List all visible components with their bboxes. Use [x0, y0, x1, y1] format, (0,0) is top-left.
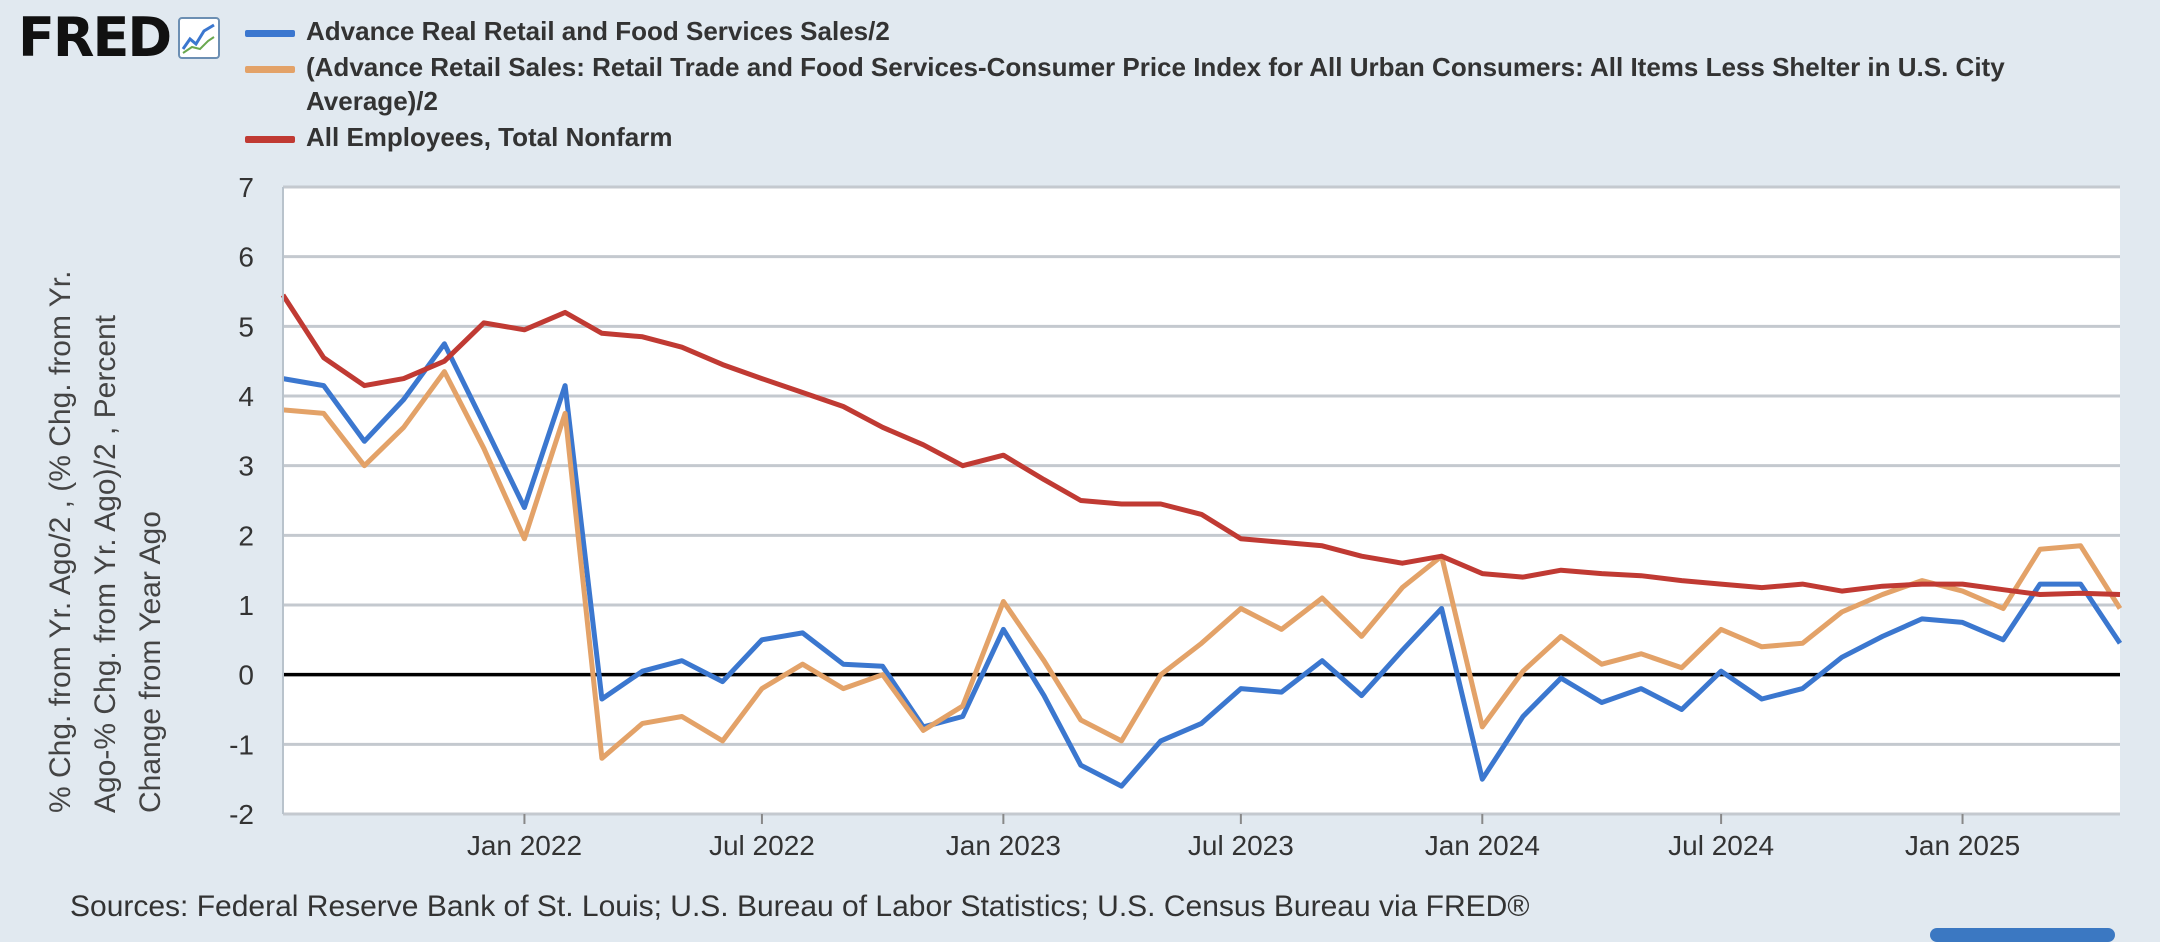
y-tick-label: -2 — [229, 799, 254, 830]
y-axis-label-line: % Chg. from Yr. Ago/2 , (% Chg. from Yr. — [44, 271, 77, 813]
y-tick-label: 5 — [238, 311, 254, 342]
legend-label: All Employees, Total Nonfarm — [306, 122, 673, 152]
y-axis-label-line: Change from Year Ago — [134, 511, 167, 813]
x-tick-label: Jan 2025 — [1905, 830, 2020, 861]
source-note: Sources: Federal Reserve Bank of St. Lou… — [70, 890, 1530, 923]
legend-item-nonfarm-employees[interactable]: All Employees, Total Nonfarm — [245, 120, 2045, 154]
y-tick-label: 4 — [238, 381, 254, 412]
y-tick-label: 3 — [238, 451, 254, 482]
legend-label: Advance Real Retail and Food Services Sa… — [306, 16, 890, 46]
series-lines — [280, 293, 2123, 789]
y-axis-label-line: Ago-% Chg. from Yr. Ago)/2 , Percent — [89, 314, 122, 813]
y-tick-label: -1 — [229, 729, 254, 760]
y-tick-label: 2 — [238, 520, 254, 551]
y-tick-labels: -2 -1 0 1 2 3 4 5 6 7 — [229, 172, 254, 830]
x-tick-label: Jul 2024 — [1668, 830, 1774, 861]
x-tick-label: Jan 2022 — [467, 830, 582, 861]
x-tick-marks — [523, 814, 1964, 824]
x-tick-label: Jan 2024 — [1425, 830, 1540, 861]
x-tick-label: Jul 2022 — [709, 830, 815, 861]
legend-swatch-red — [245, 136, 295, 143]
series-line-2 — [280, 293, 2121, 597]
legend-swatch-blue — [245, 30, 295, 37]
y-axis-label: % Chg. from Yr. Ago/2 , (% Chg. from Yr.… — [44, 271, 167, 813]
fred-logo-text: FRED — [18, 6, 172, 69]
y-tick-label: 1 — [238, 590, 254, 621]
legend-swatch-orange — [245, 66, 295, 73]
x-tick-label: Jul 2023 — [1188, 830, 1294, 861]
x-tick-labels: Jan 2022 Jul 2022 Jan 2023 Jul 2023 Jan 2024… — [467, 830, 2020, 861]
corner-button[interactable] — [1930, 928, 2115, 942]
legend-item-retail-minus-cpi[interactable]: (Advance Retail Sales: Retail Trade and … — [245, 50, 2045, 118]
chart-legend: Advance Real Retail and Food Services Sa… — [245, 14, 2045, 156]
legend-item-real-retail-sales[interactable]: Advance Real Retail and Food Services Sa… — [245, 14, 2045, 48]
legend-label: (Advance Retail Sales: Retail Trade and … — [306, 52, 2005, 116]
series-line-1 — [282, 369, 2123, 761]
y-tick-label: 7 — [238, 172, 254, 203]
y-tick-label: 6 — [238, 242, 254, 273]
plot-area — [283, 187, 2120, 814]
y-tick-label: 0 — [238, 660, 254, 691]
x-tick-label: Jan 2023 — [946, 830, 1061, 861]
series-line-0 — [282, 341, 2123, 789]
line-chart-icon — [178, 17, 221, 59]
fred-logo[interactable]: FRED — [18, 6, 221, 69]
